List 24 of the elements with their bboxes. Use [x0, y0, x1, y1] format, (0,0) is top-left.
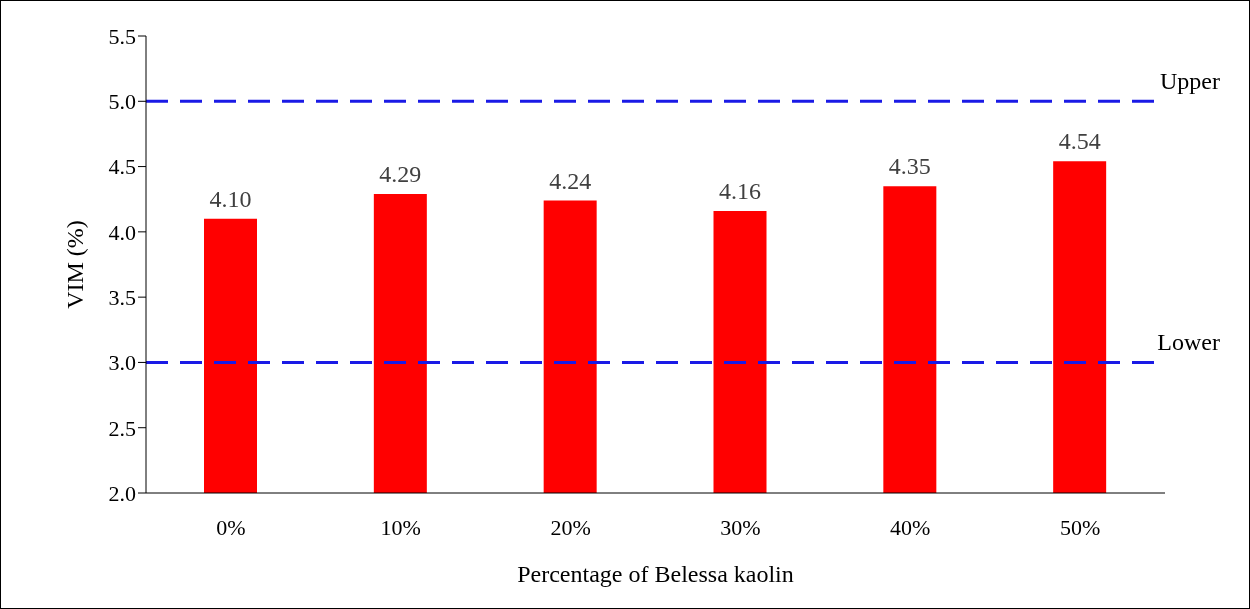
- y-tick-label: 4.5: [108, 154, 136, 180]
- ref-line-label: Lower: [1157, 329, 1220, 356]
- x-axis-title: Percentage of Belessa kaolin: [517, 561, 794, 587]
- x-tick-label: 20%: [550, 514, 591, 540]
- y-axis-title: VIM (%): [61, 220, 88, 309]
- data-label: 4.54: [1058, 128, 1101, 155]
- data-label: 4.24: [549, 167, 592, 194]
- y-tick-label: 4.0: [108, 219, 136, 245]
- x-tick-label: 40%: [890, 514, 931, 540]
- data-label: 4.29: [379, 160, 422, 187]
- y-tick-label: 3.5: [108, 284, 136, 310]
- y-tick-label: 5.5: [108, 23, 136, 49]
- y-tick-label: 2.5: [108, 415, 136, 441]
- y-tick-label: 2.0: [108, 480, 136, 506]
- y-tick-label: 3.0: [108, 350, 136, 376]
- x-tick-label: 10%: [380, 514, 421, 540]
- x-tick-label: 30%: [720, 514, 761, 540]
- x-tick-label: 0%: [216, 514, 246, 540]
- data-label: 4.35: [888, 153, 931, 180]
- x-tick-label: 50%: [1059, 514, 1101, 540]
- y-tick-label: 5.0: [108, 89, 136, 115]
- data-label: 4.10: [209, 185, 252, 212]
- ref-line-label: Upper: [1160, 68, 1220, 95]
- data-label: 4.16: [719, 177, 761, 204]
